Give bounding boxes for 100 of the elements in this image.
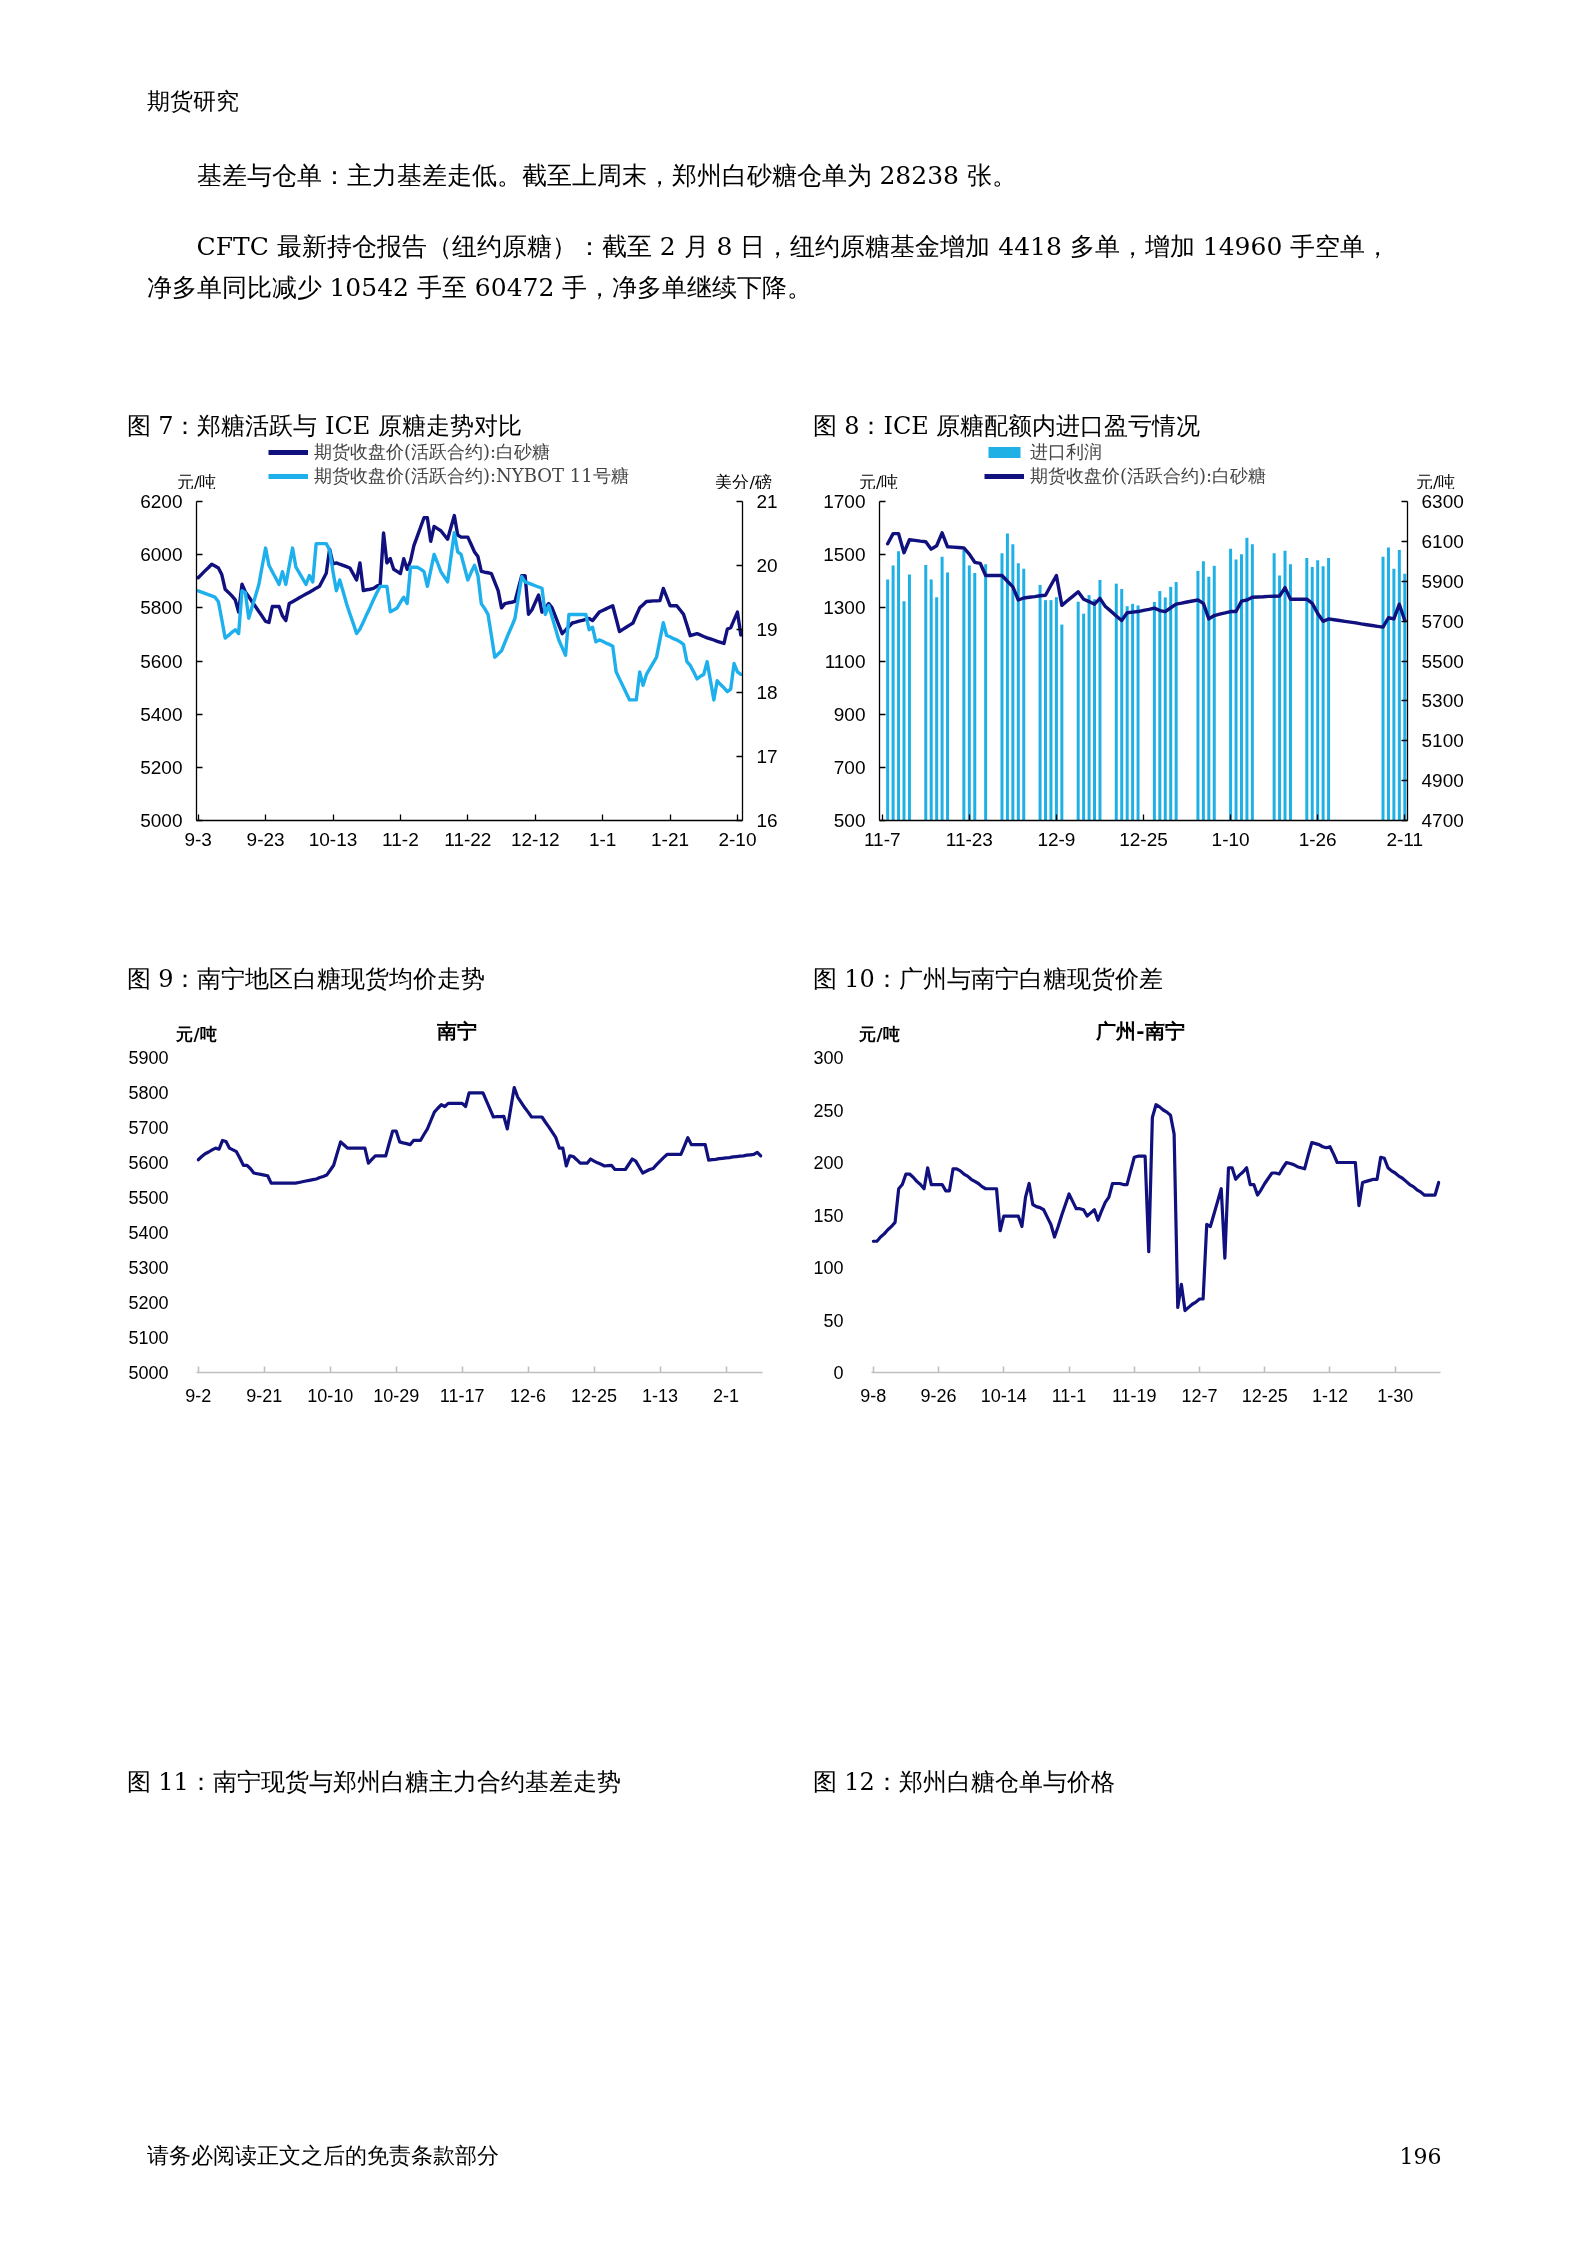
x-tick-label: 10-29: [373, 1385, 420, 1406]
x-tick-label: 10-14: [980, 1385, 1027, 1406]
y2-tick-label: 5500: [1421, 650, 1464, 672]
y-tick-label: 6200: [140, 491, 183, 512]
x-tick-label: 11-22: [444, 828, 492, 850]
chart-subtitle: 南宁: [435, 1018, 477, 1043]
x-tick-label: 11-7: [863, 828, 901, 850]
y-tick-label: 6000: [140, 544, 183, 566]
y-tick-label: 1300: [823, 597, 866, 619]
y2-tick-label: 4700: [1421, 810, 1464, 831]
y2-axis-title: 元/吨: [1415, 471, 1456, 492]
y2-tick-label: 5700: [1421, 610, 1464, 632]
x-tick-label: 1-30: [1377, 1385, 1414, 1406]
line-series: [871, 1103, 1441, 1313]
y-tick-label: 5300: [128, 1258, 169, 1278]
line-series: [196, 513, 743, 646]
x-tick-label: 9-8: [860, 1385, 887, 1406]
y-tick-label: 5100: [128, 1328, 169, 1348]
y-tick-label: 50: [823, 1310, 844, 1331]
legend-label: 期货收盘价(活跃合约):NYBOT 11号糖: [314, 464, 629, 488]
y2-tick-label: 6100: [1421, 530, 1464, 552]
legend-label: 进口利润: [1030, 440, 1102, 464]
x-tick-label: 12-25: [1119, 828, 1168, 850]
y-axis-title: 元/吨: [858, 1023, 900, 1044]
x-tick-label: 9-3: [184, 828, 212, 850]
y-tick-label: 5400: [128, 1223, 169, 1243]
y-tick-label: 5000: [128, 1363, 169, 1383]
y2-axis-title: 美分/磅: [715, 471, 772, 492]
x-tick-label: 1-12: [1311, 1385, 1348, 1406]
text: CFTC 最新持仓报告（纽约原糖）：截至 2 月 8 日，纽约原糖基金增加 4418 多单，增加 14960 手空单，净多单同比减少 10542 手至 60472 手，净多单继续下降。: [146, 232, 1391, 302]
y-tick-label: 500: [833, 810, 866, 831]
x-tick-label: 9-2: [185, 1385, 212, 1406]
y2-tick-label: 6300: [1421, 491, 1464, 512]
y-axis-title: 元/吨: [176, 471, 217, 492]
text: 期货研究: [146, 87, 239, 114]
x-tick-label: 11-1: [1051, 1385, 1087, 1406]
line-series: [885, 531, 1407, 629]
y-tick-label: 5900: [128, 1048, 169, 1068]
x-tick-label: 12-12: [510, 828, 560, 850]
y-tick-label: 1100: [824, 650, 866, 672]
x-tick-label: 11-23: [945, 828, 993, 850]
x-tick-label: 2-10: [718, 828, 757, 850]
y-tick-label: 5600: [128, 1153, 169, 1173]
chart-subtitle: 广州-南宁: [1095, 1018, 1185, 1043]
x-tick-label: 10-10: [307, 1385, 354, 1406]
y-tick-label: 5500: [128, 1188, 169, 1208]
y-tick-label: 0: [833, 1363, 844, 1383]
y2-tick-label: 4900: [1421, 770, 1464, 792]
line-series: [196, 1086, 763, 1185]
text: 图 12：郑州白糖仓单与价格: [812, 1767, 1115, 1796]
y-tick-label: 1500: [823, 544, 866, 566]
legend-label: 期货收盘价(活跃合约):白砂糖: [314, 440, 551, 464]
line-series: [196, 531, 743, 702]
x-tick-label: 10-13: [308, 828, 358, 850]
y-tick-label: 5400: [140, 703, 183, 725]
text: 196: [1399, 2143, 1442, 2169]
y-tick-label: 250: [813, 1100, 844, 1121]
y2-tick-label: 20: [756, 554, 778, 576]
y-tick-label: 5700: [128, 1118, 169, 1138]
text: 请务必阅读正文之后的免责条款部分: [146, 2143, 499, 2168]
x-tick-label: 11-17: [439, 1385, 485, 1406]
x-tick-label: 1-10: [1211, 828, 1250, 850]
x-tick-label: 9-26: [920, 1385, 957, 1406]
y2-tick-label: 5100: [1421, 730, 1464, 752]
x-tick-label: 2-11: [1386, 828, 1424, 850]
y-tick-label: 100: [813, 1258, 844, 1278]
x-tick-label: 12-25: [1241, 1385, 1288, 1406]
x-tick-label: 2-1: [713, 1385, 740, 1406]
y2-tick-label: 5900: [1421, 570, 1464, 592]
x-tick-label: 9-23: [246, 828, 285, 850]
y2-tick-label: 18: [756, 682, 778, 704]
y2-tick-label: 17: [756, 746, 778, 768]
chart-title: 图 7：郑糖活跃与 ICE 原糖走势对比: [126, 411, 523, 440]
x-tick-label: 12-6: [510, 1385, 547, 1406]
y-tick-label: 5600: [140, 650, 183, 672]
y-tick-label: 300: [813, 1048, 844, 1068]
y-tick-label: 900: [833, 703, 866, 725]
y-tick-label: 150: [813, 1205, 844, 1226]
x-tick-label: 11-2: [382, 828, 419, 850]
x-tick-label: 12-25: [571, 1385, 618, 1406]
y-axis-title: 元/吨: [175, 1023, 217, 1044]
y-tick-label: 1700: [823, 491, 866, 512]
x-tick-label: 1-21: [651, 828, 690, 850]
y-tick-label: 5200: [140, 756, 183, 778]
text: 图 11：南宁现货与郑州白糖主力合约基差走势: [126, 1767, 621, 1796]
chart-title: 图 8：ICE 原糖配额内进口盈亏情况: [812, 411, 1201, 440]
x-tick-label: 1-13: [642, 1385, 679, 1406]
text: 基差与仓单：主力基差走低。截至上周末，郑州白砂糖仓单为 28238 张。: [196, 161, 1017, 190]
chart-title: 图 9：南宁地区白糖现货均价走势: [126, 964, 486, 993]
y-tick-label: 200: [813, 1153, 844, 1173]
y2-tick-label: 21: [756, 491, 778, 512]
x-tick-label: 12-7: [1181, 1385, 1218, 1406]
y-tick-label: 5000: [140, 810, 183, 831]
x-tick-label: 1-26: [1298, 828, 1337, 850]
x-tick-label: 11-19: [1111, 1385, 1157, 1406]
y2-tick-label: 19: [756, 618, 778, 640]
legend-label: 期货收盘价(活跃合约):白砂糖: [1030, 464, 1267, 488]
y2-tick-label: 16: [756, 810, 778, 831]
y-tick-label: 700: [833, 756, 866, 778]
y-tick-label: 5200: [128, 1293, 169, 1313]
